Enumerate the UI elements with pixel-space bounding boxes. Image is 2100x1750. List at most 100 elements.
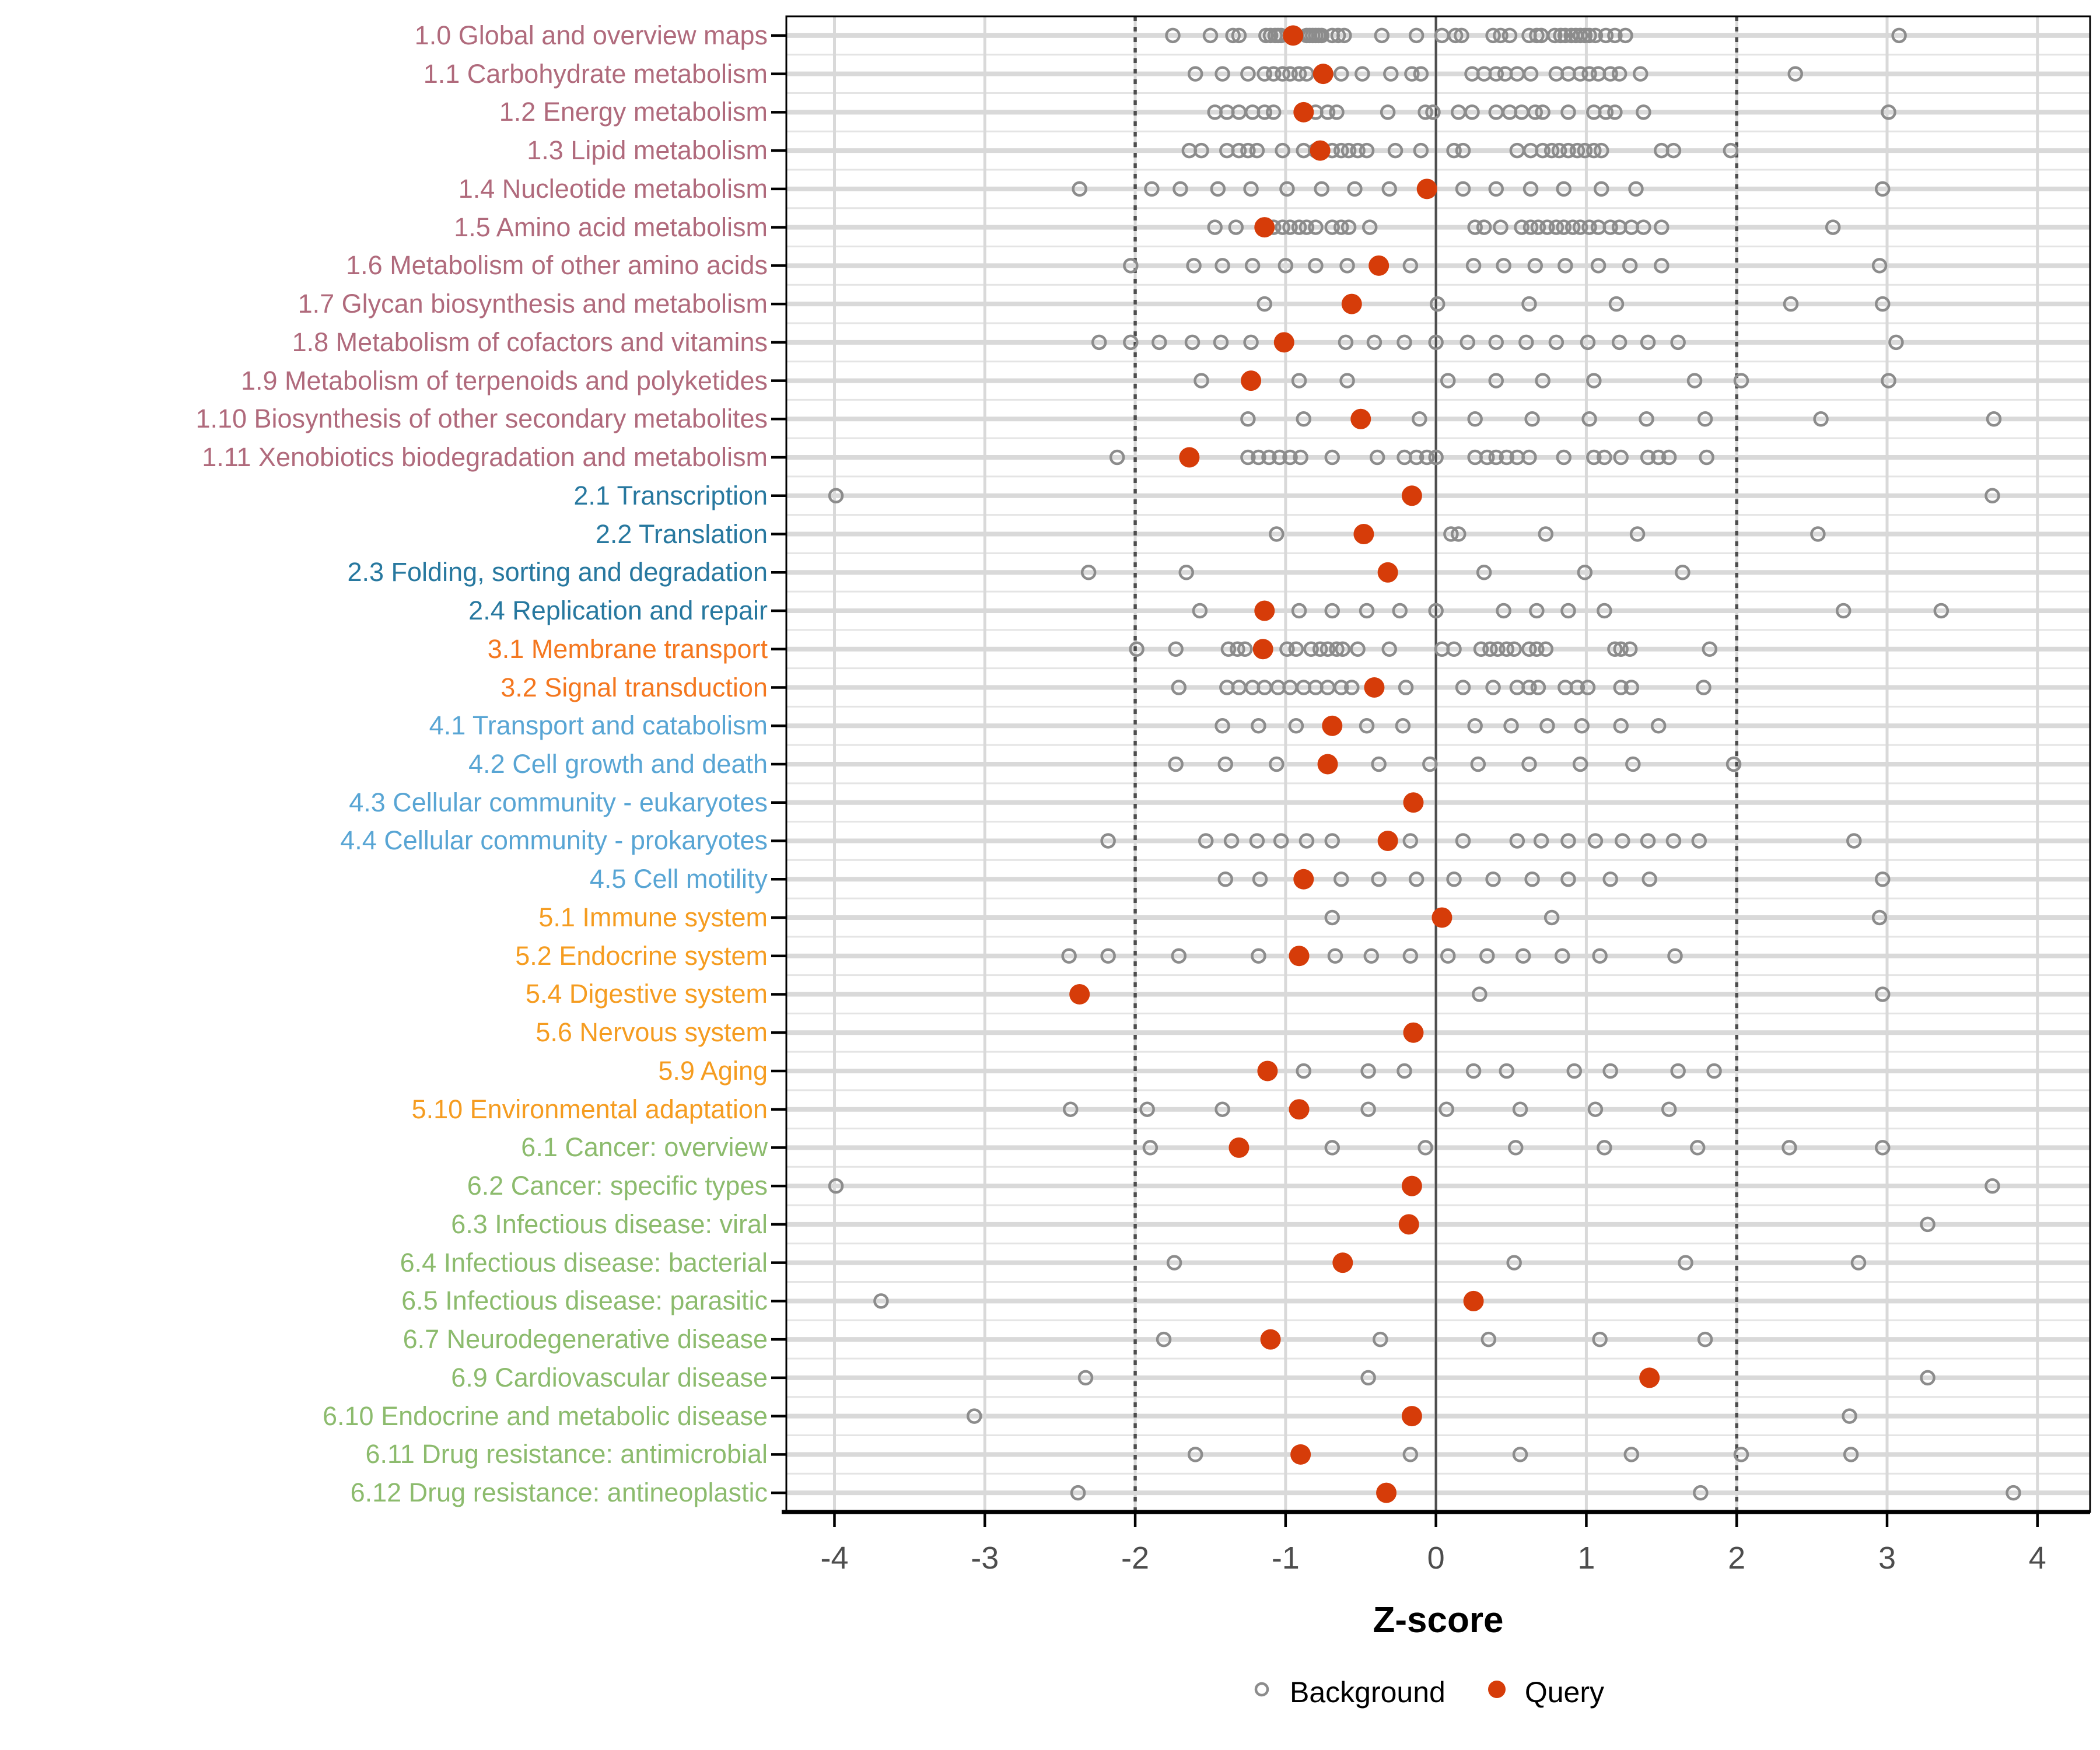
y-axis-label: 1.5 Amino acid metabolism: [454, 212, 768, 242]
background-point: [1279, 641, 1295, 657]
y-axis-label: 1.2 Energy metabolism: [499, 97, 768, 127]
background-point: [1240, 66, 1256, 82]
background-point: [1524, 871, 1540, 887]
query-point: [1398, 1214, 1419, 1235]
background-point: [1556, 219, 1572, 235]
background-point: [1598, 27, 1614, 44]
background-point: [1418, 1140, 1433, 1156]
x-tick-label: 0: [1427, 1541, 1445, 1576]
background-point: [1593, 181, 1609, 197]
background-point: [1512, 1101, 1528, 1117]
y-axis-label: 4.3 Cellular community - eukaryotes: [349, 787, 768, 817]
background-point: [1479, 449, 1495, 466]
background-point: [1269, 526, 1284, 542]
background-point: [1381, 181, 1397, 197]
background-point: [1733, 373, 1749, 388]
background-point: [1490, 641, 1506, 657]
background-point: [1597, 1140, 1612, 1156]
y-axis-label: 6.4 Infectious disease: bacterial: [400, 1247, 768, 1278]
background-point: [1338, 334, 1354, 351]
background-point: [1482, 641, 1498, 657]
y-axis-label: 2.2 Translation: [595, 519, 768, 549]
background-point: [1327, 948, 1343, 964]
background-point: [1553, 27, 1569, 44]
background-point: [1288, 718, 1304, 734]
background-point: [1243, 181, 1259, 197]
background-point: [1623, 680, 1640, 695]
background-point: [1249, 833, 1265, 849]
background-point: [1670, 334, 1686, 351]
background-point: [1566, 1063, 1583, 1079]
background-point: [1396, 334, 1412, 351]
query-point: [1377, 562, 1398, 583]
background-legend-label: Background: [1289, 1676, 1446, 1709]
background-point: [1243, 334, 1259, 351]
background-point: [1726, 756, 1742, 772]
background-point: [1499, 449, 1515, 466]
background-point: [1522, 219, 1539, 235]
query-point: [1241, 370, 1262, 391]
y-axis-label: 1.4 Nucleotide metabolism: [458, 173, 768, 204]
query-point: [1254, 600, 1275, 621]
background-point: [1369, 449, 1385, 466]
y-axis-label: 6.1 Cancer: overview: [521, 1132, 768, 1163]
background-point: [1282, 219, 1298, 235]
background-point: [1560, 104, 1576, 120]
background-point: [1467, 219, 1483, 235]
query-point: [1290, 1444, 1311, 1465]
query-point: [1317, 754, 1338, 775]
background-point: [1339, 258, 1355, 274]
background-point: [1171, 680, 1187, 695]
background-point: [1538, 526, 1554, 542]
background-point: [1632, 66, 1648, 82]
background-point: [1825, 219, 1841, 235]
background-point: [1530, 219, 1546, 235]
x-axis-title: Z-score: [1373, 1600, 1504, 1640]
background-point: [1480, 1331, 1497, 1348]
background-point: [828, 488, 844, 504]
y-axis-label: 6.9 Cardiovascular disease: [451, 1362, 768, 1392]
background-point: [1324, 909, 1340, 926]
background-point: [1602, 871, 1618, 887]
background-point: [1506, 1255, 1522, 1270]
background-point: [1572, 66, 1588, 82]
background-point: [1485, 27, 1501, 44]
y-axis-label: 5.4 Digestive system: [525, 979, 768, 1009]
background-point: [1871, 258, 1888, 274]
background-point: [1835, 603, 1852, 619]
background-point: [1419, 449, 1435, 466]
query-point: [1401, 1406, 1422, 1427]
background-point: [1392, 603, 1408, 619]
background-point: [1291, 66, 1307, 82]
background-point: [1622, 258, 1638, 274]
background-point: [1156, 1331, 1172, 1348]
x-tick-label: -3: [971, 1541, 999, 1576]
background-point: [1214, 66, 1230, 82]
background-point: [828, 1178, 844, 1194]
background-point: [1535, 373, 1550, 388]
background-point: [1465, 1063, 1482, 1079]
background-point: [1592, 948, 1608, 964]
query-point: [1293, 869, 1314, 890]
background-point: [1402, 948, 1419, 964]
background-point: [1380, 104, 1396, 120]
query-point: [1364, 677, 1385, 698]
query-point: [1257, 1060, 1278, 1082]
background-point: [1336, 27, 1352, 44]
background-point: [1560, 871, 1576, 887]
background-point: [1214, 718, 1230, 734]
background-point: [1256, 296, 1273, 312]
y-axis-label: 5.1 Immune system: [538, 902, 768, 932]
y-axis-label: 6.2 Cancer: specific types: [467, 1171, 768, 1201]
background-point: [1187, 66, 1203, 82]
background-point: [1488, 449, 1504, 466]
background-point: [1544, 909, 1560, 926]
query-point: [1368, 255, 1390, 276]
query-point: [1179, 447, 1200, 468]
x-tick-label: 2: [1728, 1541, 1746, 1576]
background-point: [1875, 986, 1891, 1002]
background-point: [1527, 104, 1544, 120]
background-point: [1558, 27, 1573, 44]
